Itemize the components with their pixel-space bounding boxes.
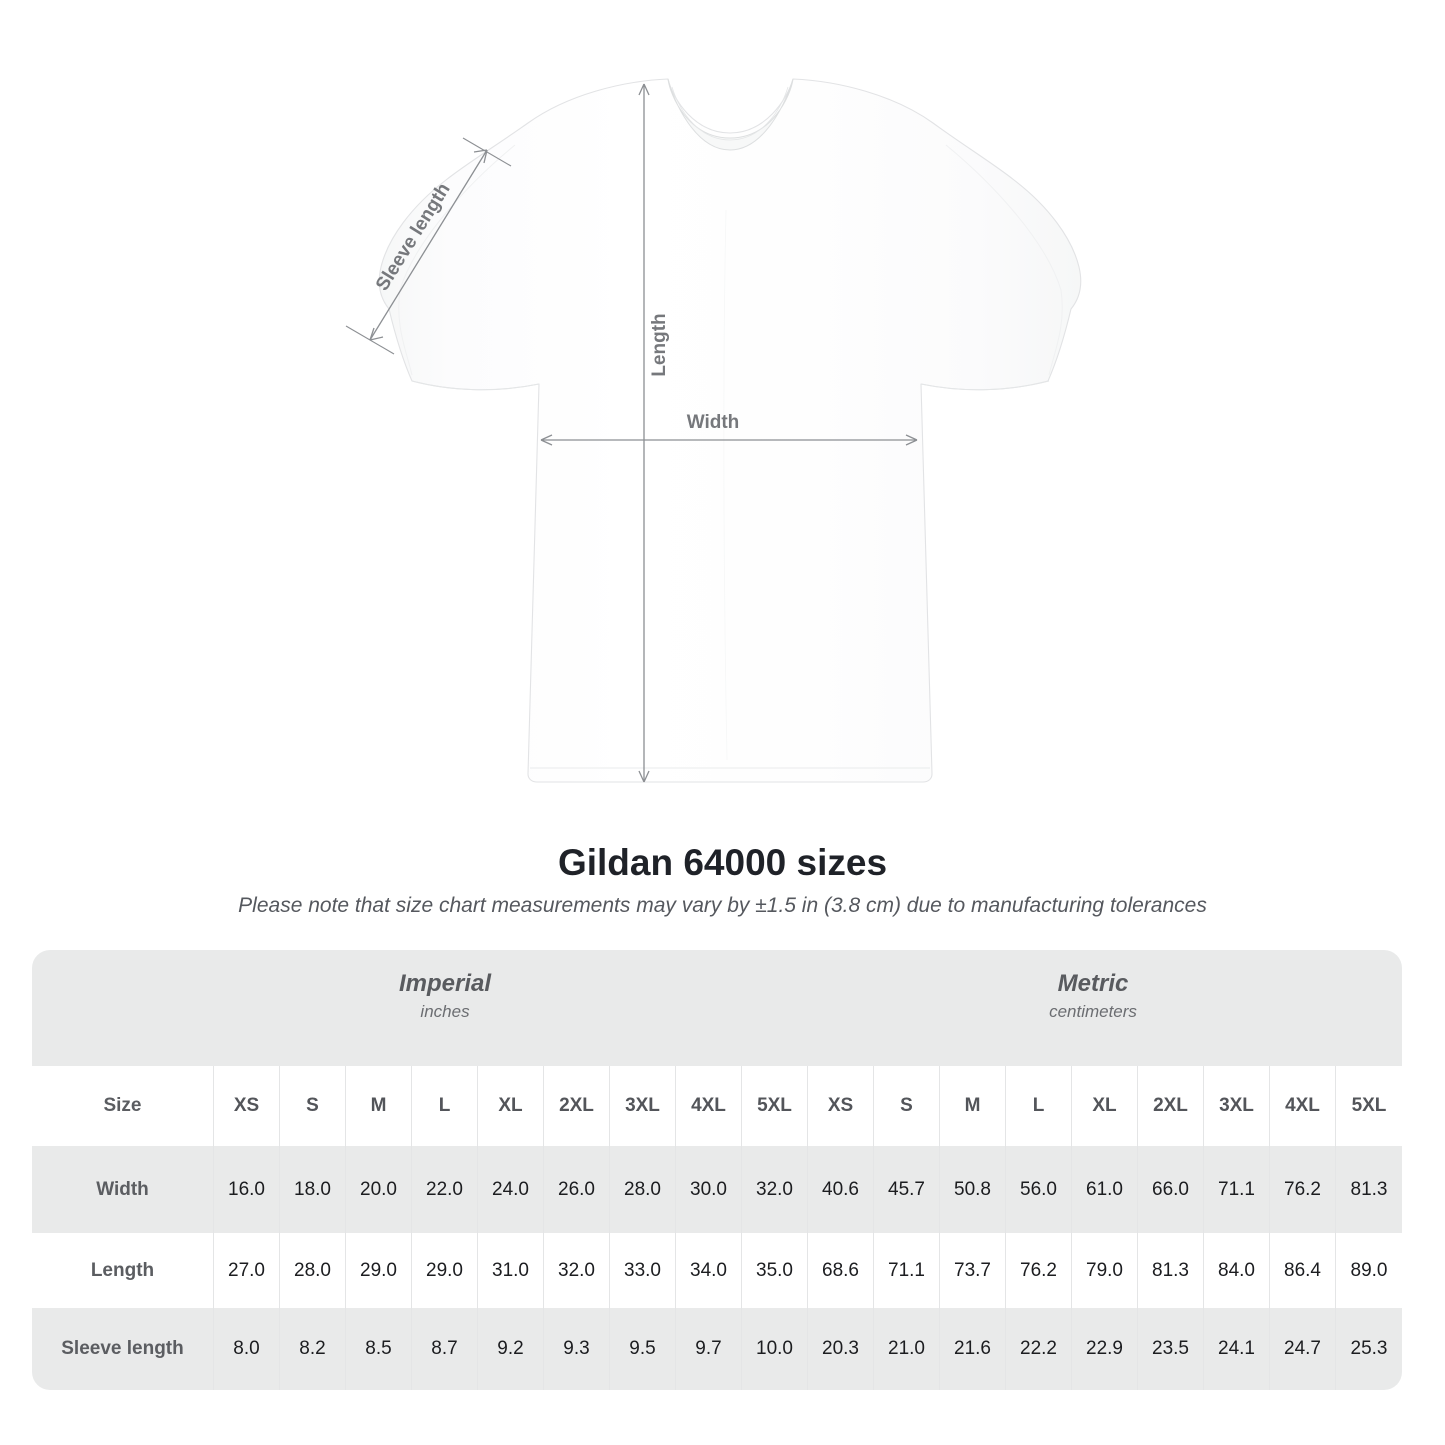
svg-text:Length: Length bbox=[649, 313, 670, 376]
svg-text:Width: Width bbox=[687, 412, 740, 433]
